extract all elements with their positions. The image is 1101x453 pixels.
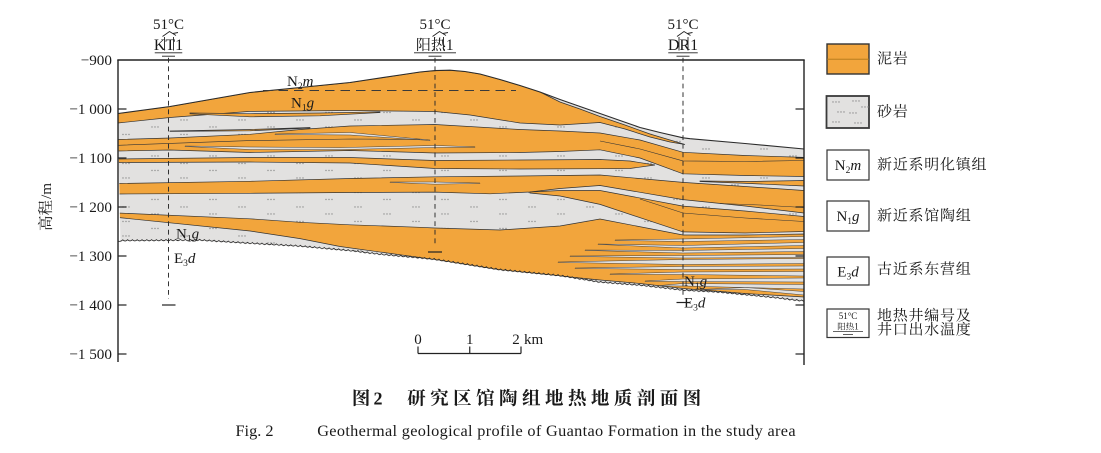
svg-text:N1g: N1g bbox=[836, 209, 860, 227]
svg-text:−1 200: −1 200 bbox=[69, 199, 112, 216]
svg-text:1: 1 bbox=[446, 37, 454, 54]
svg-text:E3d: E3d bbox=[837, 265, 859, 283]
svg-text:−1 000: −1 000 bbox=[69, 101, 112, 118]
svg-text:KT1: KT1 bbox=[154, 37, 183, 54]
svg-text:N1g: N1g bbox=[684, 274, 708, 292]
svg-text:51°C: 51°C bbox=[839, 311, 858, 321]
svg-text:N2m: N2m bbox=[835, 158, 862, 176]
svg-text:N1g: N1g bbox=[176, 227, 200, 245]
svg-text:E3d: E3d bbox=[174, 251, 196, 269]
svg-text:−1 500: −1 500 bbox=[69, 346, 112, 363]
svg-text:−1 400: −1 400 bbox=[69, 297, 112, 314]
svg-text:−900: −900 bbox=[81, 52, 113, 69]
svg-text:−1 100: −1 100 bbox=[69, 150, 112, 167]
svg-text:0: 0 bbox=[414, 332, 422, 348]
svg-text:km: km bbox=[524, 332, 544, 348]
svg-text:/m: /m bbox=[38, 183, 55, 199]
svg-text:DR1: DR1 bbox=[668, 37, 698, 54]
svg-text:Geothermal geological profile: Geothermal geological profile of Guantao… bbox=[317, 421, 795, 440]
svg-text:1: 1 bbox=[854, 322, 859, 332]
svg-text:51°C: 51°C bbox=[667, 17, 698, 33]
svg-text:51°C: 51°C bbox=[153, 17, 184, 33]
svg-text:2: 2 bbox=[512, 332, 520, 348]
svg-text:E3d: E3d bbox=[684, 296, 706, 314]
svg-text:2: 2 bbox=[374, 389, 383, 409]
svg-text:N2m: N2m bbox=[287, 74, 314, 92]
svg-text:Fig. 2: Fig. 2 bbox=[236, 421, 274, 440]
svg-text:−1 300: −1 300 bbox=[69, 248, 112, 265]
svg-text:N1g: N1g bbox=[291, 96, 315, 114]
svg-text:1: 1 bbox=[466, 332, 474, 348]
svg-text:51°C: 51°C bbox=[419, 17, 450, 33]
